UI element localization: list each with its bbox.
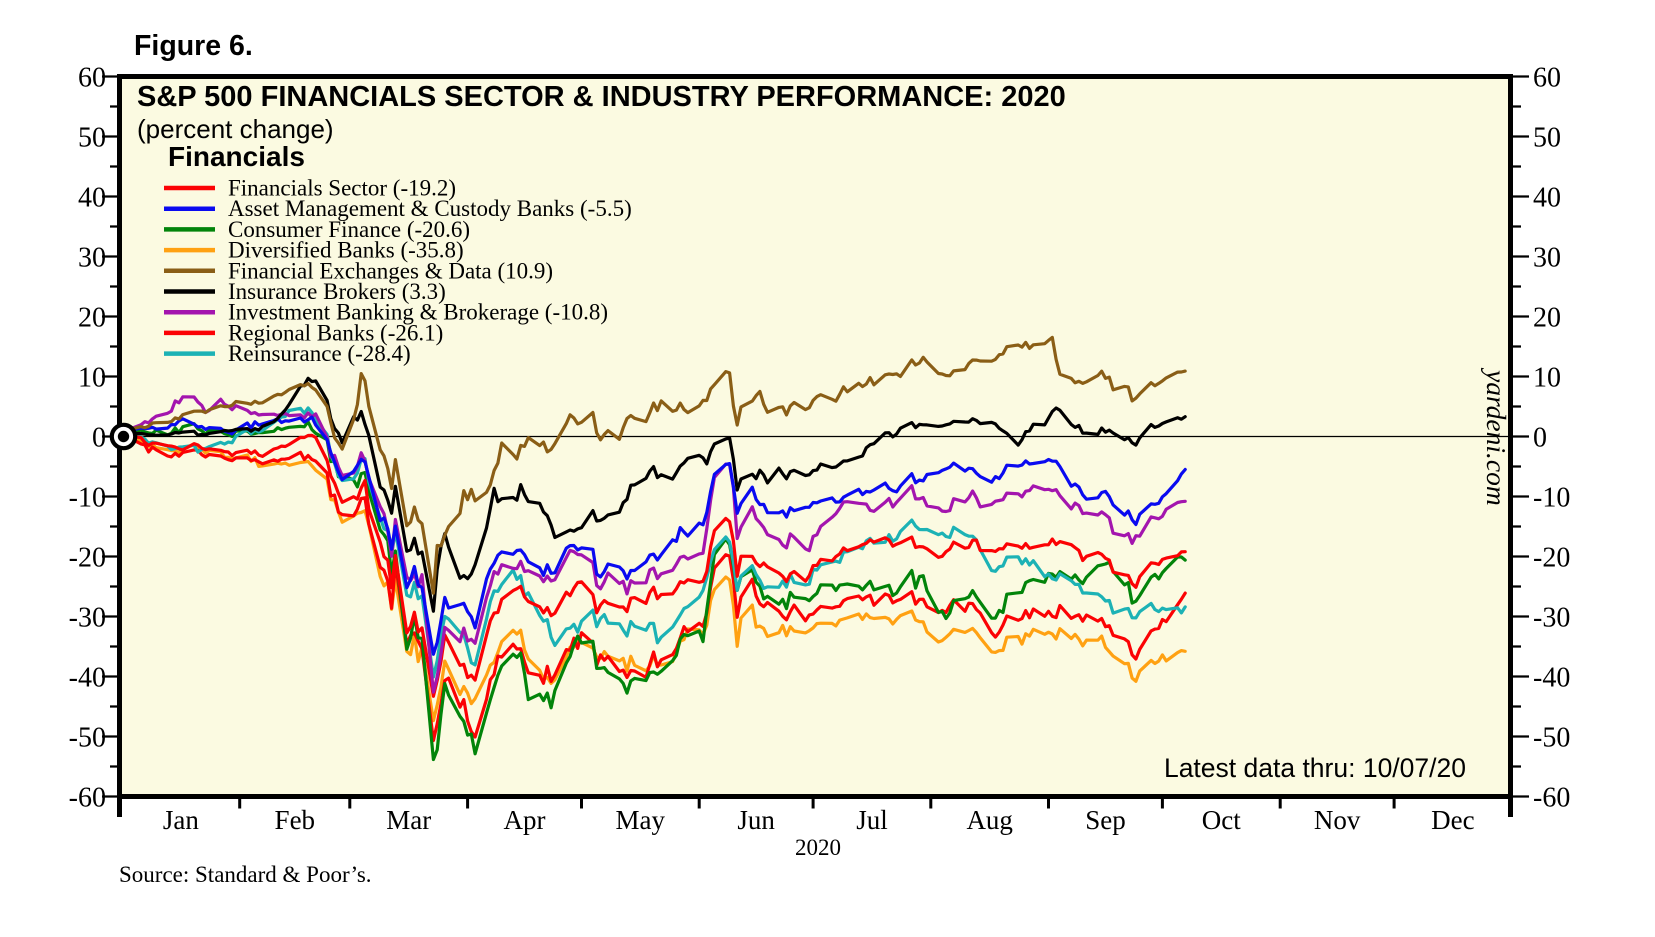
svg-text:60: 60	[1533, 63, 1561, 94]
svg-text:Diversified Banks (-35.8): Diversified Banks (-35.8)	[228, 238, 464, 263]
svg-text:2020: 2020	[795, 835, 841, 860]
svg-text:Regional Banks (-26.1): Regional Banks (-26.1)	[228, 320, 443, 345]
svg-text:-20: -20	[1533, 543, 1570, 574]
svg-text:Financial Exchanges & Data (10: Financial Exchanges & Data (10.9)	[228, 258, 553, 283]
svg-text:-30: -30	[1533, 603, 1570, 634]
svg-text:Consumer Finance (-20.6): Consumer Finance (-20.6)	[228, 217, 470, 242]
svg-text:Financials Sector (-19.2): Financials Sector (-19.2)	[228, 176, 456, 201]
svg-text:Sep: Sep	[1085, 805, 1126, 835]
svg-text:Jun: Jun	[737, 805, 775, 835]
svg-text:Financials: Financials	[168, 141, 305, 172]
svg-text:20: 20	[1533, 303, 1561, 334]
svg-text:Jul: Jul	[856, 805, 888, 835]
svg-text:-10: -10	[69, 483, 106, 514]
svg-text:-60: -60	[69, 783, 106, 814]
svg-text:10: 10	[78, 363, 106, 394]
svg-text:-30: -30	[69, 603, 106, 634]
svg-text:Oct: Oct	[1202, 805, 1241, 835]
svg-text:-20: -20	[69, 543, 106, 574]
svg-text:Reinsurance (-28.4): Reinsurance (-28.4)	[228, 341, 411, 366]
svg-text:-50: -50	[1533, 723, 1570, 754]
svg-text:0: 0	[92, 423, 106, 454]
svg-text:Figure 6.: Figure 6.	[134, 30, 253, 62]
svg-text:May: May	[616, 805, 666, 835]
svg-text:40: 40	[78, 183, 106, 214]
svg-text:50: 50	[1533, 123, 1561, 154]
svg-text:Source: Standard & Poor’s.: Source: Standard & Poor’s.	[119, 862, 372, 887]
svg-text:(percent change): (percent change)	[137, 114, 334, 144]
svg-text:Feb: Feb	[275, 805, 316, 835]
svg-text:Insurance Brokers (3.3): Insurance Brokers (3.3)	[228, 279, 446, 304]
svg-text:Dec: Dec	[1431, 805, 1474, 835]
svg-text:30: 30	[78, 243, 106, 274]
svg-text:10: 10	[1533, 363, 1561, 394]
svg-text:-10: -10	[1533, 483, 1570, 514]
svg-text:S&P 500 FINANCIALS SECTOR & IN: S&P 500 FINANCIALS SECTOR & INDUSTRY PER…	[137, 81, 1066, 113]
svg-text:-40: -40	[69, 663, 106, 694]
svg-text:Asset Management & Custody Ban: Asset Management & Custody Banks (-5.5)	[228, 196, 632, 221]
svg-text:Apr: Apr	[504, 805, 546, 835]
svg-text:Nov: Nov	[1314, 805, 1361, 835]
svg-text:Investment Banking & Brokerage: Investment Banking & Brokerage (-10.8)	[228, 300, 608, 325]
svg-text:-40: -40	[1533, 663, 1570, 694]
svg-text:Latest data thru: 10/07/20: Latest data thru: 10/07/20	[1164, 753, 1466, 783]
svg-text:Aug: Aug	[966, 805, 1013, 835]
svg-text:60: 60	[78, 63, 106, 94]
svg-text:0: 0	[1533, 423, 1547, 454]
svg-text:-60: -60	[1533, 783, 1570, 814]
svg-text:30: 30	[1533, 243, 1561, 274]
svg-text:50: 50	[78, 123, 106, 154]
svg-text:yardeni.com: yardeni.com	[1481, 367, 1512, 506]
svg-text:Jan: Jan	[163, 805, 199, 835]
svg-text:40: 40	[1533, 183, 1561, 214]
svg-text:20: 20	[78, 303, 106, 334]
svg-text:Mar: Mar	[386, 805, 431, 835]
svg-text:-50: -50	[69, 723, 106, 754]
